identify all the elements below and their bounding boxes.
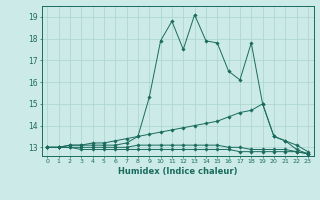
X-axis label: Humidex (Indice chaleur): Humidex (Indice chaleur) xyxy=(118,167,237,176)
